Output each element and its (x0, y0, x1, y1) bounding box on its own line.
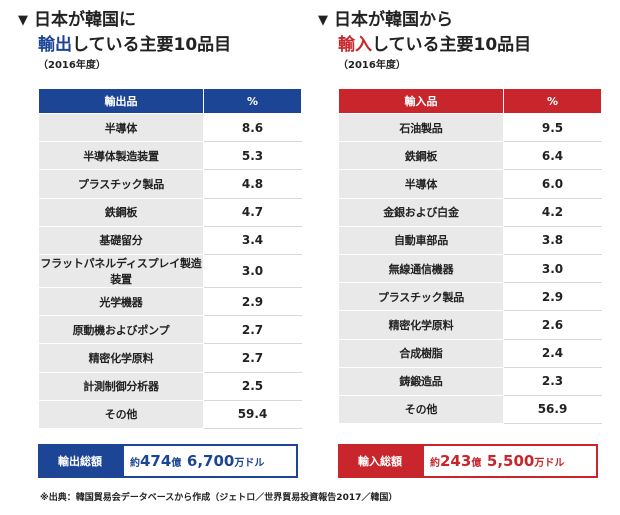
item-pct: 8.6 (203, 112, 302, 143)
import-header-pct: % (503, 88, 602, 114)
item-name: 精密化学原料 (38, 343, 204, 373)
item-pct: 3.8 (503, 225, 602, 255)
item-pct: 6.4 (503, 141, 602, 171)
table-row: 金銀および白金 4.2 (338, 197, 602, 227)
table-row: 鋳鍛造品 2.3 (338, 366, 602, 396)
item-pct: 2.9 (203, 286, 302, 317)
item-pct: 9.5 (503, 112, 602, 143)
item-name: 鋳鍛造品 (338, 366, 504, 396)
item-pct: 4.7 (203, 197, 302, 227)
item-name: 鉄鋼板 (38, 197, 204, 227)
export-header-item: 輸出品 (38, 88, 204, 114)
triangle-down-icon: ▼ (18, 13, 28, 28)
item-pct: 2.3 (503, 366, 602, 396)
export-title-line1: ▼ 日本が韓国に (18, 8, 302, 33)
table-row: 半導体製造装置 5.3 (38, 141, 302, 171)
item-name: プラスチック製品 (38, 169, 204, 199)
item-name: フラットパネルディスプレイ製造装置 (38, 253, 204, 288)
export-panel: ▼ 日本が韓国に 輸出している主要10品目 （2016年度） 輸出品 % 半導体 8… (18, 8, 302, 478)
item-name: 原動機およびポンプ (38, 315, 204, 345)
item-pct: 4.8 (203, 169, 302, 199)
table-row: 鉄鋼板 6.4 (338, 141, 602, 171)
table-row: 無線通信機器 3.0 (338, 253, 602, 284)
item-name: 半導体 (338, 169, 504, 199)
table-row: プラスチック製品 2.9 (338, 282, 602, 312)
import-total-value: 約 243 億 5,500 万ドル (422, 444, 598, 478)
table-row: 石油製品 9.5 (338, 112, 602, 143)
table-row: 基礎留分 3.4 (38, 225, 302, 255)
import-total: 輸入総額 約 243 億 5,500 万ドル (338, 444, 598, 478)
import-panel: ▼ 日本が韓国から 輸入している主要10品目 （2016年度） 輸入品 % 石油製… (318, 8, 602, 478)
table-row: その他 56.9 (338, 394, 602, 425)
item-pct: 2.7 (203, 315, 302, 345)
item-pct: 56.9 (503, 394, 602, 425)
item-name: 鉄鋼板 (338, 141, 504, 171)
table-row: 合成樹脂 2.4 (338, 338, 602, 368)
table-row: 原動機およびポンプ 2.7 (38, 315, 302, 345)
item-name: その他 (38, 399, 204, 429)
import-table: 輸入品 % 石油製品 9.5 鉄鋼板 6.4 半導体 6.0 金銀および白金 4.2 自… (338, 88, 602, 425)
export-title-line2: 輸出している主要10品目 (38, 35, 232, 55)
table-row: 自動車部品 3.8 (338, 225, 602, 255)
import-total-label: 輸入総額 (338, 444, 422, 478)
item-pct: 5.3 (203, 141, 302, 171)
export-table: 輸出品 % 半導体 8.6 半導体製造装置 5.3 プラスチック製品 4.8 鉄鋼板 4… (38, 88, 302, 429)
item-name: 光学機器 (38, 286, 204, 317)
import-title-line2: 輸入している主要10品目 (338, 35, 532, 55)
item-pct: 2.5 (203, 371, 302, 401)
item-name: 石油製品 (338, 112, 504, 143)
item-pct: 2.7 (203, 343, 302, 373)
item-name: 合成樹脂 (338, 338, 504, 368)
export-header-pct: % (203, 88, 302, 114)
item-name: 無線通信機器 (338, 253, 504, 284)
item-pct: 2.6 (503, 310, 602, 340)
table-row: 鉄鋼板 4.7 (38, 197, 302, 227)
item-name: 半導体 (38, 112, 204, 143)
item-pct: 6.0 (503, 169, 602, 199)
table-row: プラスチック製品 4.8 (38, 169, 302, 199)
source-note: ※出典：韓国貿易会データベースから作成（ジェトロ／世界貿易投資報告2017／韓国… (40, 493, 398, 503)
item-name: 自動車部品 (338, 225, 504, 255)
item-pct: 2.9 (503, 282, 602, 312)
table-row: 計測制御分析器 2.5 (38, 371, 302, 401)
item-name: 金銀および白金 (338, 197, 504, 227)
item-name: 基礎留分 (38, 225, 204, 255)
triangle-down-icon: ▼ (318, 13, 328, 28)
table-row: 光学機器 2.9 (38, 286, 302, 317)
item-name: プラスチック製品 (338, 282, 504, 312)
item-pct: 4.2 (503, 197, 602, 227)
item-name: 精密化学原料 (338, 310, 504, 340)
item-name: 半導体製造装置 (38, 141, 204, 171)
table-row: その他 59.4 (38, 399, 302, 429)
export-heading: ▼ 日本が韓国に 輸出している主要10品目 （2016年度） (18, 8, 302, 73)
item-pct: 59.4 (203, 399, 302, 429)
table-row: フラットパネルディスプレイ製造装置 3.0 (38, 253, 302, 288)
item-pct: 3.4 (203, 225, 302, 255)
table-row: 半導体 6.0 (338, 169, 602, 199)
import-header-item: 輸入品 (338, 88, 504, 114)
item-name: 計測制御分析器 (38, 371, 204, 401)
item-pct: 3.0 (503, 253, 602, 284)
table-row: 精密化学原料 2.6 (338, 310, 602, 340)
item-pct: 3.0 (203, 253, 302, 288)
item-name: その他 (338, 394, 504, 425)
table-row: 精密化学原料 2.7 (38, 343, 302, 373)
export-total: 輸出総額 約 474 億 6,700 万ドル (38, 444, 298, 478)
import-heading: ▼ 日本が韓国から 輸入している主要10品目 （2016年度） (318, 8, 602, 73)
import-year: （2016年度） (338, 60, 406, 71)
item-pct: 2.4 (503, 338, 602, 368)
export-total-label: 輸出総額 (38, 444, 122, 478)
import-title-line1: ▼ 日本が韓国から (318, 8, 602, 33)
export-total-value: 約 474 億 6,700 万ドル (122, 444, 298, 478)
table-row: 半導体 8.6 (38, 112, 302, 143)
export-year: （2016年度） (38, 60, 106, 71)
